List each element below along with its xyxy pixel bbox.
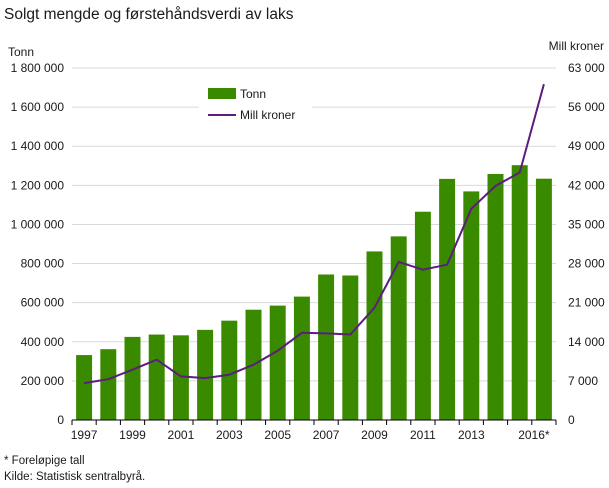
y-left-tick-label: 200 000 (21, 374, 65, 388)
y-right-tick-label: 35 000 (568, 217, 605, 231)
bar (487, 173, 504, 420)
x-tick-label: 1997 (71, 428, 98, 442)
legend: Tonn Mill kroner (199, 80, 312, 126)
bar (269, 305, 286, 420)
y-left-tick-label: 800 000 (21, 257, 65, 271)
x-tick-label: 2003 (216, 428, 243, 442)
x-tick-label: 2013 (458, 428, 485, 442)
series-line (83, 83, 545, 385)
x-tick-label: 2009 (361, 428, 388, 442)
x-tick-label: 2005 (264, 428, 291, 442)
bar (390, 236, 407, 420)
y-right-tick-label: 63 000 (568, 61, 605, 75)
y-right-tick-label: 28 000 (568, 257, 605, 271)
y-right-tick-label: 42 000 (568, 178, 605, 192)
bar (100, 349, 117, 420)
x-tick-label: 1999 (119, 428, 146, 442)
y-right-axis-label: Mill kroner (549, 39, 604, 53)
legend-label-tonn: Tonn (240, 87, 266, 101)
y-right-tick-label: 49 000 (568, 139, 605, 153)
bar (342, 275, 359, 420)
x-tick-label: 2016* (518, 428, 550, 442)
bar (463, 191, 480, 420)
bar (221, 320, 238, 420)
footnote-preliminary: * Foreløpige tall (4, 455, 85, 467)
legend-swatch-tonn (208, 88, 236, 99)
bar (197, 329, 214, 420)
line-series-mill-kroner (83, 83, 545, 385)
x-tick-label: 2011 (410, 428, 436, 442)
y-left-tick-label: 1 800 000 (11, 61, 65, 75)
y-left-axis-label: Tonn (8, 45, 34, 59)
bars-series-tonn (76, 165, 552, 420)
bar (76, 355, 93, 420)
legend-label-mill-kroner: Mill kroner (240, 108, 295, 122)
axes: 0 200 000 400 000 600 000 800 000 1 000 000 1 … (11, 61, 605, 442)
x-tick-label: 2001 (168, 428, 195, 442)
bar (293, 296, 310, 420)
bar (366, 251, 383, 420)
legend-box (199, 80, 312, 126)
x-tick-label: 2007 (313, 428, 340, 442)
bar (439, 178, 456, 420)
bar (414, 211, 431, 420)
y-left-tick-label: 1 200 000 (11, 178, 65, 192)
y-right-tick-label: 14 000 (568, 335, 605, 349)
y-right-tick-label: 0 (568, 413, 575, 427)
y-right-tick-label: 7 000 (568, 374, 598, 388)
footnote-source: Kilde: Statistisk sentralbyrå. (4, 471, 146, 483)
chart-title: Solgt mengde og førstehåndsverdi av laks (4, 6, 294, 23)
y-left-tick-label: 1 000 000 (11, 217, 65, 231)
bar (124, 336, 141, 420)
y-right-tick-label: 21 000 (568, 296, 605, 310)
bar (172, 335, 189, 420)
bar (535, 178, 552, 420)
y-left-tick-label: 400 000 (21, 335, 65, 349)
bar (511, 165, 528, 420)
bar (148, 334, 165, 420)
y-left-tick-label: 0 (57, 413, 64, 427)
y-left-tick-label: 1 400 000 (11, 139, 65, 153)
bar (318, 274, 335, 420)
y-left-tick-label: 1 600 000 (11, 100, 65, 114)
y-left-tick-label: 600 000 (21, 296, 65, 310)
y-right-tick-label: 56 000 (568, 100, 605, 114)
